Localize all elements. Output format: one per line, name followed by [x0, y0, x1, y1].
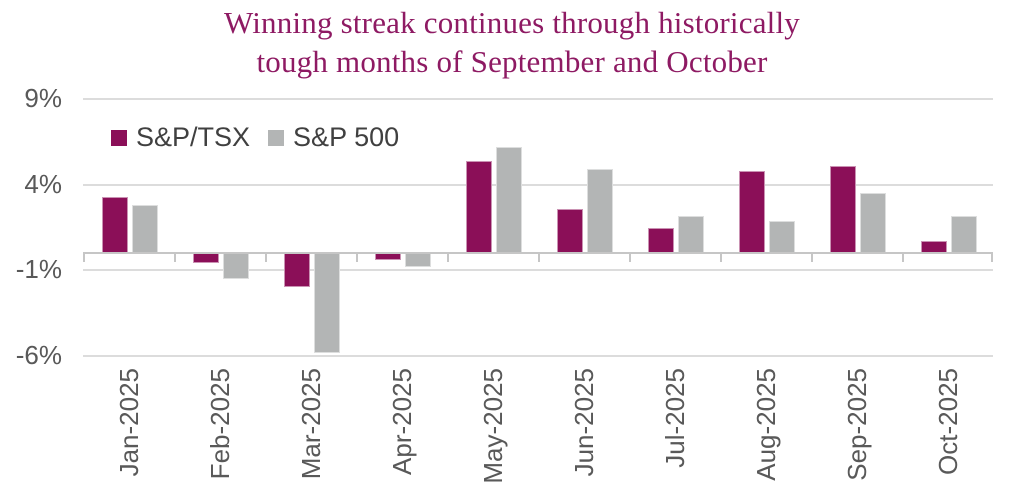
- y-axis-label--1: -1%: [15, 254, 62, 285]
- x-axis-label-slot: Jan-2025: [112, 368, 146, 495]
- bar-s-p-500-apr-2025: [405, 253, 431, 267]
- x-axis-label-slot: Sep-2025: [840, 368, 874, 495]
- axis-tick: [174, 253, 176, 263]
- legend-label-s-p-500: S&P 500: [293, 122, 400, 152]
- x-axis-label-slot: Jun-2025: [567, 368, 601, 495]
- bar-s-p-500-aug-2025: [769, 220, 795, 254]
- x-axis-label-mar-2025: Mar-2025: [296, 368, 326, 480]
- legend-swatch-s-p-500: [268, 129, 285, 146]
- axis-tick: [83, 253, 85, 263]
- plot-area: [83, 98, 993, 357]
- bar-s-p-tsx-jan-2025: [102, 196, 128, 254]
- gridline-4: [83, 183, 993, 186]
- bar-s-p-500-sep-2025: [860, 193, 886, 254]
- y-axis-label--6: -6%: [15, 339, 62, 370]
- x-axis-label-slot: Oct-2025: [931, 368, 965, 495]
- x-axis-label-slot: Aug-2025: [749, 368, 783, 495]
- chart-title-line-1: Winning streak continues through histori…: [224, 5, 800, 40]
- gridline-9: [83, 98, 993, 100]
- axis-tick: [629, 253, 631, 263]
- bar-s-p-500-jan-2025: [132, 205, 158, 254]
- bar-s-p-tsx-jun-2025: [557, 208, 583, 254]
- gridline--1: [83, 269, 993, 272]
- chart-title: Winning streak continues through histori…: [0, 3, 1024, 81]
- legend-item-s-p-tsx: S&P/TSX: [111, 122, 250, 153]
- bar-s-p-tsx-may-2025: [466, 160, 492, 254]
- x-axis-label-jul-2025: Jul-2025: [660, 368, 690, 468]
- y-axis-label-9: 9%: [24, 82, 62, 113]
- bar-s-p-500-feb-2025: [223, 253, 249, 279]
- x-axis-label-slot: Jul-2025: [658, 368, 692, 495]
- y-axis-label-4: 4%: [24, 168, 62, 199]
- gridline--6: [83, 355, 993, 357]
- axis-tick: [538, 253, 540, 263]
- axis-tick: [720, 253, 722, 263]
- x-axis-label-feb-2025: Feb-2025: [205, 368, 235, 480]
- bar-s-p-tsx-aug-2025: [739, 170, 765, 254]
- x-axis-label-may-2025: May-2025: [478, 368, 508, 484]
- legend: S&P/TSX S&P 500: [111, 122, 417, 153]
- bar-s-p-tsx-mar-2025: [284, 253, 310, 288]
- bar-s-p-tsx-apr-2025: [375, 253, 401, 261]
- axis-tick: [902, 253, 904, 263]
- x-axis-label-jan-2025: Jan-2025: [114, 368, 144, 477]
- x-axis: Jan-2025 Feb-2025 Mar-2025 Apr-2025 May-2025…: [83, 368, 993, 495]
- bar-s-p-500-mar-2025: [314, 253, 340, 353]
- x-axis-label-slot: Apr-2025: [385, 368, 419, 495]
- legend-label-s-p-tsx: S&P/TSX: [136, 122, 251, 152]
- bar-s-p-500-jun-2025: [587, 169, 613, 254]
- axis-tick: [356, 253, 358, 263]
- x-axis-label-slot: May-2025: [476, 368, 510, 495]
- axis-tick: [447, 253, 449, 263]
- legend-swatch-s-p-tsx: [111, 129, 127, 146]
- x-axis-label-jun-2025: Jun-2025: [569, 368, 599, 477]
- axis-tick: [991, 253, 993, 263]
- x-axis-label-apr-2025: Apr-2025: [387, 368, 417, 475]
- bar-s-p-500-jul-2025: [678, 215, 704, 254]
- x-axis-label-sep-2025: Sep-2025: [842, 368, 872, 481]
- bar-s-p-tsx-sep-2025: [830, 165, 856, 254]
- y-axis: 9% 4% -1% -6%: [0, 83, 62, 370]
- legend-item-s-p-500: S&P 500: [268, 122, 399, 153]
- chart-title-line-2: tough months of September and October: [256, 44, 768, 79]
- x-axis-label-aug-2025: Aug-2025: [751, 368, 781, 481]
- axis-tick: [265, 253, 267, 263]
- x-axis-label-slot: Mar-2025: [294, 368, 328, 495]
- bar-s-p-500-oct-2025: [951, 215, 977, 254]
- bar-s-p-tsx-feb-2025: [193, 253, 219, 264]
- bar-s-p-tsx-jul-2025: [648, 227, 674, 254]
- axis-tick: [811, 253, 813, 263]
- x-axis-label-slot: Feb-2025: [203, 368, 237, 495]
- bar-s-p-500-may-2025: [496, 146, 522, 254]
- x-axis-label-oct-2025: Oct-2025: [933, 368, 963, 475]
